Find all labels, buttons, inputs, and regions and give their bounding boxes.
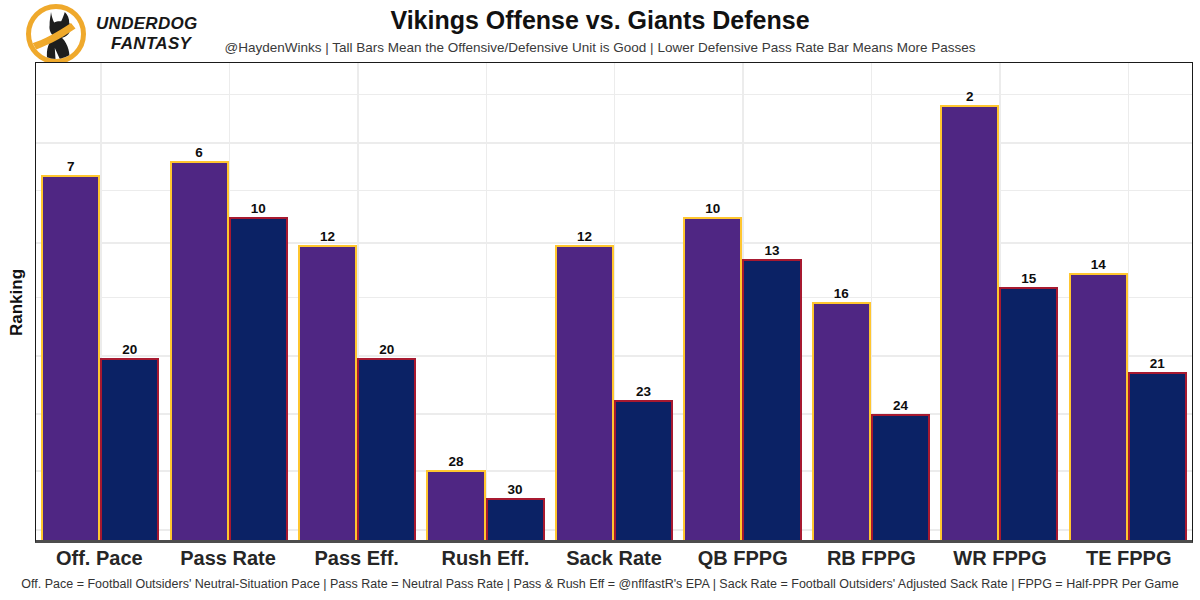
bar-pair: 12 23 xyxy=(555,63,673,540)
chart-title: Vikings Offense vs. Giants Defense xyxy=(0,6,1200,35)
x-tick-label: Pass Eff. xyxy=(292,547,421,570)
bar-vikings-offense xyxy=(1069,273,1128,540)
bar-giants-defense xyxy=(614,400,673,540)
bar-giants-defense xyxy=(1128,372,1187,540)
x-tick-label: Pass Rate xyxy=(164,547,293,570)
bar-slot: 12 xyxy=(298,63,357,540)
bar-pair: 12 20 xyxy=(298,63,416,540)
bar-value-label: 20 xyxy=(379,342,394,357)
category-group-te-fppg: 14 21 xyxy=(1064,63,1192,540)
bar-vikings-offense xyxy=(170,161,229,540)
bar-slot: 12 xyxy=(555,63,614,540)
x-tick-label: QB FPPG xyxy=(678,547,807,570)
bar-giants-defense xyxy=(229,217,288,540)
bar-giants-defense xyxy=(871,414,930,540)
bar-pair: 28 30 xyxy=(426,63,544,540)
bar-pair: 6 10 xyxy=(170,63,288,540)
x-tick-label: WR FPPG xyxy=(936,547,1065,570)
bar-pair: 7 20 xyxy=(41,63,159,540)
bar-slot: 6 xyxy=(170,63,229,540)
chart-subtitle: @HaydenWinks | Tall Bars Mean the Offens… xyxy=(0,40,1200,55)
footnote: Off. Pace = Football Outsiders' Neutral-… xyxy=(0,577,1200,591)
bar-vikings-offense xyxy=(298,245,357,540)
category-group-rush-eff-: 28 30 xyxy=(421,63,549,540)
category-group-rb-fppg: 1624 xyxy=(807,63,935,540)
bar-value-label: 12 xyxy=(320,229,335,244)
category-group-qb-fppg: 10 13 xyxy=(678,63,806,540)
bar-slot: 7 xyxy=(41,63,100,540)
category-group-wr-fppg: 2 15 xyxy=(935,63,1063,540)
bar-value-label: 16 xyxy=(834,286,849,301)
bar-slot: 20 xyxy=(357,63,416,540)
bar-vikings-offense xyxy=(555,245,614,540)
x-tick-label: Rush Eff. xyxy=(421,547,550,570)
bar-vikings-offense xyxy=(812,302,871,541)
bar-slot: 20 xyxy=(100,63,159,540)
bar-giants-defense xyxy=(742,259,801,540)
bar-slot: 24 xyxy=(871,63,930,540)
bar-giants-defense xyxy=(999,287,1058,540)
bar-vikings-offense xyxy=(683,217,742,540)
bar-slot: 23 xyxy=(614,63,673,540)
bar-pair: 10 13 xyxy=(683,63,801,540)
bar-giants-defense xyxy=(486,498,545,540)
category-group-off-pace: 7 20 xyxy=(36,63,164,540)
x-tick-label: RB FPPG xyxy=(807,547,936,570)
plot-area: 720610122028301223101316242151421 xyxy=(35,62,1193,543)
bar-slot: 13 xyxy=(742,63,801,540)
bar-vikings-offense xyxy=(426,470,485,540)
bar-value-label: 10 xyxy=(705,201,720,216)
bar-value-label: 12 xyxy=(577,229,592,244)
x-axis-labels: Off. PacePass RatePass Eff.Rush Eff.Sack… xyxy=(35,547,1193,570)
bar-value-label: 23 xyxy=(636,384,651,399)
category-group-sack-rate: 12 23 xyxy=(550,63,678,540)
bar-value-label: 14 xyxy=(1091,257,1106,272)
bar-value-label: 20 xyxy=(122,342,137,357)
category-group-pass-rate: 6 10 xyxy=(164,63,292,540)
bar-value-label: 21 xyxy=(1150,356,1165,371)
bar-slot: 2 xyxy=(940,63,999,540)
bar-value-label: 7 xyxy=(67,159,75,174)
y-axis-label: Ranking xyxy=(0,62,34,543)
bar-value-label: 13 xyxy=(764,243,779,258)
bar-value-label: 30 xyxy=(508,482,523,497)
bar-slot: 21 xyxy=(1128,63,1187,540)
bar-value-label: 24 xyxy=(893,398,908,413)
bar-pair: 1624 xyxy=(812,63,930,540)
bar-value-label: 2 xyxy=(966,89,974,104)
x-tick-label: Off. Pace xyxy=(35,547,164,570)
bar-slot: 10 xyxy=(683,63,742,540)
bar-value-label: 15 xyxy=(1021,271,1036,286)
bar-vikings-offense xyxy=(940,105,999,540)
bar-value-label: 6 xyxy=(195,145,203,160)
bar-value-label: 28 xyxy=(448,454,463,469)
bar-giants-defense xyxy=(100,358,159,540)
bar-pair: 2 15 xyxy=(940,63,1058,540)
bar-slot: 16 xyxy=(812,63,871,540)
bar-slot: 14 xyxy=(1069,63,1128,540)
bar-slot: 28 xyxy=(426,63,485,540)
bar-giants-defense xyxy=(357,358,416,540)
bar-slot: 30 xyxy=(486,63,545,540)
bar-slot: 10 xyxy=(229,63,288,540)
x-tick-label: TE FPPG xyxy=(1064,547,1193,570)
bar-value-label: 10 xyxy=(251,201,266,216)
bar-pair: 14 21 xyxy=(1069,63,1187,540)
bar-vikings-offense xyxy=(41,175,100,540)
bar-slot: 15 xyxy=(999,63,1058,540)
chart-figure: UNDERDOG FANTASY Vikings Offense vs. Gia… xyxy=(0,0,1200,600)
category-group-pass-eff-: 12 20 xyxy=(293,63,421,540)
x-tick-label: Sack Rate xyxy=(550,547,679,570)
